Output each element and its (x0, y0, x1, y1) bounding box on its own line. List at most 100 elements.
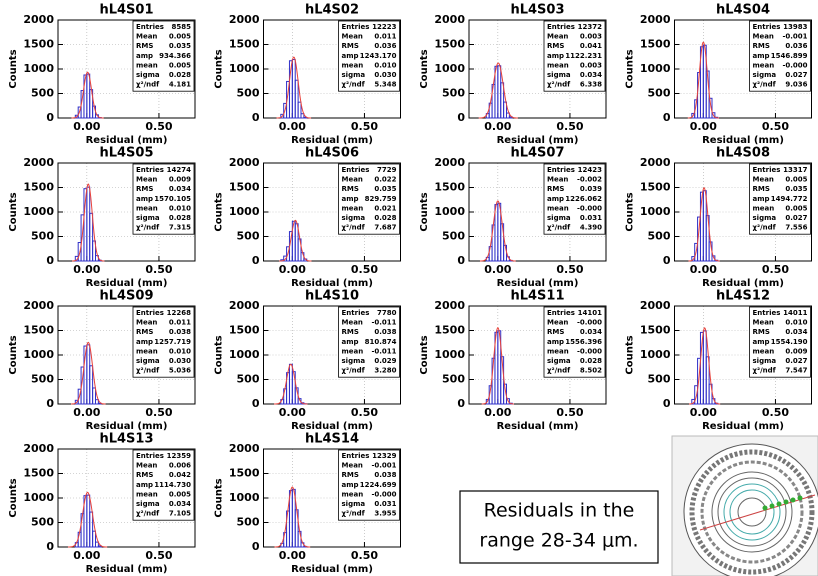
stats-name: RMS (136, 328, 153, 336)
panel: hL4S1205001000150020000.000.50Residual (… (625, 289, 812, 433)
stats-name: mean (753, 204, 775, 212)
stats-name: sigma (342, 357, 366, 365)
y-axis-label: Counts (625, 49, 636, 88)
fit-curve (68, 492, 107, 547)
stats-value: 0.031 (580, 214, 602, 222)
stats-name: RMS (136, 185, 153, 193)
y-tick-label: 2000 (434, 156, 465, 169)
y-tick-label: 2000 (640, 13, 671, 26)
panel: hL4S0805001000150020000.000.50Residual (… (625, 146, 812, 290)
y-tick-label: 0 (252, 254, 260, 267)
stats-value: 9.036 (785, 81, 807, 89)
y-axis-label: Counts (8, 335, 19, 374)
x-tick-label: 0.00 (73, 120, 100, 133)
stats-value: 0.028 (169, 214, 191, 222)
y-tick-label: 1500 (23, 181, 54, 194)
panel: hL4S0905001000150020000.000.50Residual (… (8, 289, 195, 433)
y-tick-label: 500 (648, 87, 671, 100)
x-axis-label: Residual (mm) (291, 564, 373, 575)
stats-name: amp (753, 52, 770, 60)
stats-name: amp (753, 338, 770, 346)
y-tick-label: 0 (663, 111, 671, 124)
stats-name: RMS (342, 471, 359, 479)
stats-value: 5.348 (374, 81, 396, 89)
stats-value: 12268 (167, 309, 191, 317)
stats-name: sigma (547, 357, 571, 365)
stats-value: 7.105 (169, 510, 191, 518)
stats-value: 0.005 (785, 176, 807, 184)
chart-title: hL4S12 (716, 289, 770, 304)
stats-name: sigma (136, 214, 160, 222)
x-tick-label: 0.50 (762, 120, 789, 133)
detector-image (672, 436, 818, 576)
x-tick-label: 0.00 (279, 549, 306, 562)
stats-name: amp (136, 52, 153, 60)
y-tick-label: 0 (457, 111, 465, 124)
stats-name: sigma (342, 214, 366, 222)
stats-name: mean (136, 61, 158, 69)
x-axis-label: Residual (mm) (291, 278, 373, 289)
x-tick-label: 0.50 (762, 263, 789, 276)
y-tick-label: 500 (31, 87, 54, 100)
y-tick-label: 0 (46, 397, 54, 410)
chart-title: hL4S05 (99, 146, 153, 161)
stats-value: 7780 (377, 309, 397, 317)
x-tick-label: 0.00 (279, 263, 306, 276)
stats-name: Entries (753, 309, 781, 317)
y-axis-label: Counts (214, 478, 225, 517)
stats-value: 14274 (167, 166, 191, 174)
y-tick-label: 0 (252, 540, 260, 553)
y-tick-label: 0 (46, 540, 54, 553)
stats-name: χ²/ndf (547, 81, 571, 89)
y-tick-label: 500 (442, 87, 465, 100)
y-tick-label: 1000 (23, 62, 54, 75)
stats-value: 1243.170 (360, 52, 397, 60)
x-tick-label: 0.00 (484, 263, 511, 276)
x-tick-label: 0.50 (351, 406, 378, 419)
x-tick-label: 0.50 (145, 120, 172, 133)
y-tick-label: 2000 (23, 442, 54, 455)
fit-curve (689, 328, 720, 404)
stats-name: Mean (342, 462, 363, 470)
stats-name: Mean (136, 462, 157, 470)
y-tick-label: 1500 (434, 38, 465, 51)
stats-name: RMS (547, 185, 564, 193)
stats-value: 0.034 (169, 500, 191, 508)
stats-value: 7.547 (785, 367, 807, 375)
stats-name: mean (136, 204, 158, 212)
stats-name: amp (342, 52, 359, 60)
stats-name: amp (547, 195, 564, 203)
text-box-line: Residuals in the (484, 500, 635, 522)
x-tick-label: 0.50 (145, 549, 172, 562)
stats-value: 1554.190 (771, 338, 808, 346)
stats-value: 0.009 (169, 176, 191, 184)
chart-title: hL4S13 (99, 432, 153, 447)
y-tick-label: 1000 (434, 205, 465, 218)
stats-value: 0.028 (580, 357, 602, 365)
stats-name: mean (136, 347, 158, 355)
stats-value: -0.001 (371, 462, 396, 470)
stats-value: 0.034 (169, 185, 191, 193)
y-tick-label: 2000 (229, 442, 260, 455)
y-tick-label: 1500 (640, 324, 671, 337)
x-tick-label: 0.50 (145, 263, 172, 276)
y-tick-label: 2000 (434, 13, 465, 26)
stats-name: amp (342, 481, 359, 489)
stats-value: 0.035 (374, 185, 396, 193)
y-axis-label: Counts (625, 335, 636, 374)
stats-name: Entries (753, 166, 781, 174)
stats-name: Entries (547, 309, 575, 317)
stats-value: 14101 (578, 309, 602, 317)
y-tick-label: 1000 (229, 348, 260, 361)
stats-value: -0.000 (577, 204, 602, 212)
stats-name: mean (753, 347, 775, 355)
stats-value: 13983 (783, 23, 807, 31)
y-tick-label: 0 (663, 254, 671, 267)
x-tick-label: 0.50 (351, 549, 378, 562)
x-tick-label: 0.50 (556, 406, 583, 419)
stats-name: mean (136, 490, 158, 498)
stats-value: 0.006 (169, 462, 191, 470)
y-tick-label: 0 (457, 397, 465, 410)
stats-name: RMS (342, 185, 359, 193)
